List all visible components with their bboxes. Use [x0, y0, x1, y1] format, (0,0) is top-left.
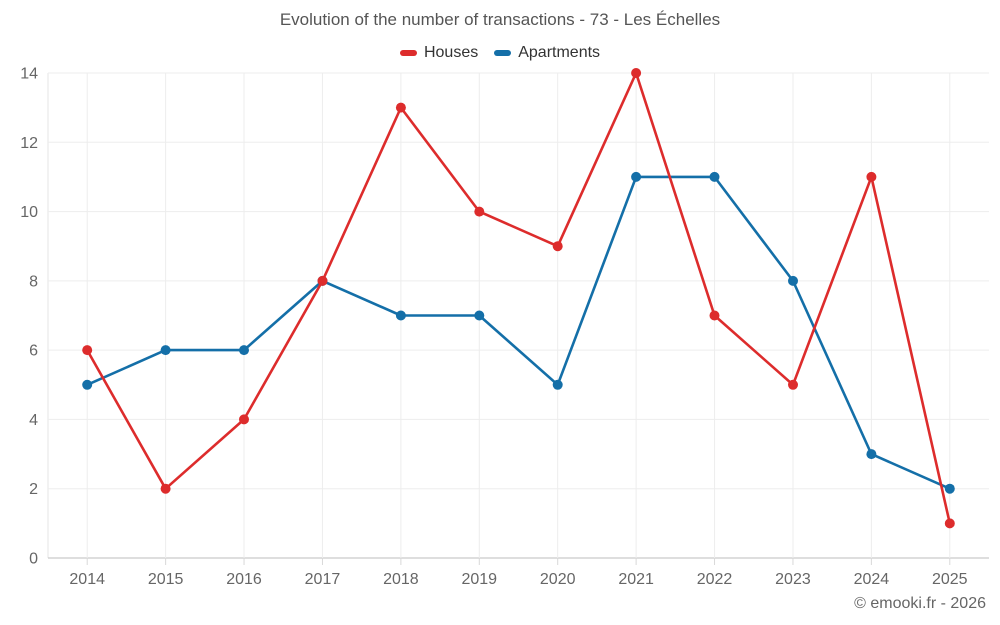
- data-point-apartments-2021[interactable]: [631, 171, 642, 182]
- y-tick-label: 14: [20, 66, 38, 83]
- data-point-apartments-2014[interactable]: [82, 379, 93, 390]
- data-point-apartments-2020[interactable]: [552, 379, 563, 390]
- data-point-apartments-2018[interactable]: [395, 310, 406, 321]
- x-tick-label: 2017: [305, 571, 341, 588]
- data-point-apartments-2019[interactable]: [474, 310, 485, 321]
- data-point-apartments-2025[interactable]: [944, 483, 955, 494]
- data-point-houses-2017[interactable]: [317, 275, 328, 286]
- data-point-apartments-2016[interactable]: [239, 345, 249, 356]
- houses-legend-label: Houses: [423, 44, 479, 61]
- x-tick-label: 2021: [618, 571, 654, 588]
- series-line-apartments: [85, 175, 952, 491]
- x-tick-label: 2018: [383, 571, 419, 588]
- legend-item-apartments[interactable]: Apartments: [494, 44, 600, 62]
- x-tick-label: 2019: [461, 571, 497, 588]
- y-tick-label: 10: [20, 204, 38, 221]
- data-point-houses-2015[interactable]: [160, 483, 171, 494]
- y-tick-label: 0: [29, 551, 38, 568]
- y-tick-label: 6: [29, 343, 38, 360]
- data-point-apartments-2024[interactable]: [866, 449, 877, 460]
- copyright-text: © emooki.fr - 2026: [854, 595, 986, 612]
- apartments-legend-swatch: [494, 50, 512, 56]
- data-point-houses-2016[interactable]: [239, 414, 249, 425]
- legend-item-houses[interactable]: Houses: [399, 44, 479, 62]
- data-point-houses-2020[interactable]: [552, 241, 563, 252]
- data-point-houses-2014[interactable]: [82, 345, 93, 356]
- x-tick-label: 2020: [540, 571, 576, 588]
- data-point-apartments-2015[interactable]: [160, 345, 171, 356]
- x-tick-label: 2016: [226, 571, 262, 588]
- x-tick-label: 2014: [69, 571, 105, 588]
- y-tick-label: 2: [29, 481, 38, 498]
- data-point-houses-2019[interactable]: [474, 206, 485, 217]
- x-tick-label: 2024: [854, 571, 890, 588]
- data-point-houses-2024[interactable]: [866, 171, 877, 182]
- series-line-houses: [85, 71, 952, 525]
- data-point-apartments-2023[interactable]: [788, 275, 798, 286]
- x-tick-label: 2025: [932, 571, 968, 588]
- y-tick-label: 8: [29, 273, 38, 290]
- x-tick-label: 2015: [148, 571, 184, 588]
- data-point-apartments-2022[interactable]: [709, 171, 720, 182]
- x-tick-label: 2023: [775, 571, 811, 588]
- data-point-houses-2022[interactable]: [709, 310, 720, 321]
- data-point-houses-2018[interactable]: [395, 102, 406, 113]
- houses-legend-swatch: [399, 50, 417, 56]
- chart-title: Evolution of the number of transactions …: [279, 10, 721, 29]
- x-tick-label: 2022: [697, 571, 733, 588]
- data-point-houses-2021[interactable]: [631, 68, 642, 78]
- y-tick-label: 4: [29, 412, 38, 429]
- apartments-legend-label: Apartments: [518, 44, 601, 61]
- data-point-houses-2025[interactable]: [944, 518, 955, 529]
- legend: Houses Apartments: [0, 44, 1000, 62]
- data-point-houses-2023[interactable]: [788, 379, 798, 390]
- y-tick-label: 12: [20, 135, 38, 152]
